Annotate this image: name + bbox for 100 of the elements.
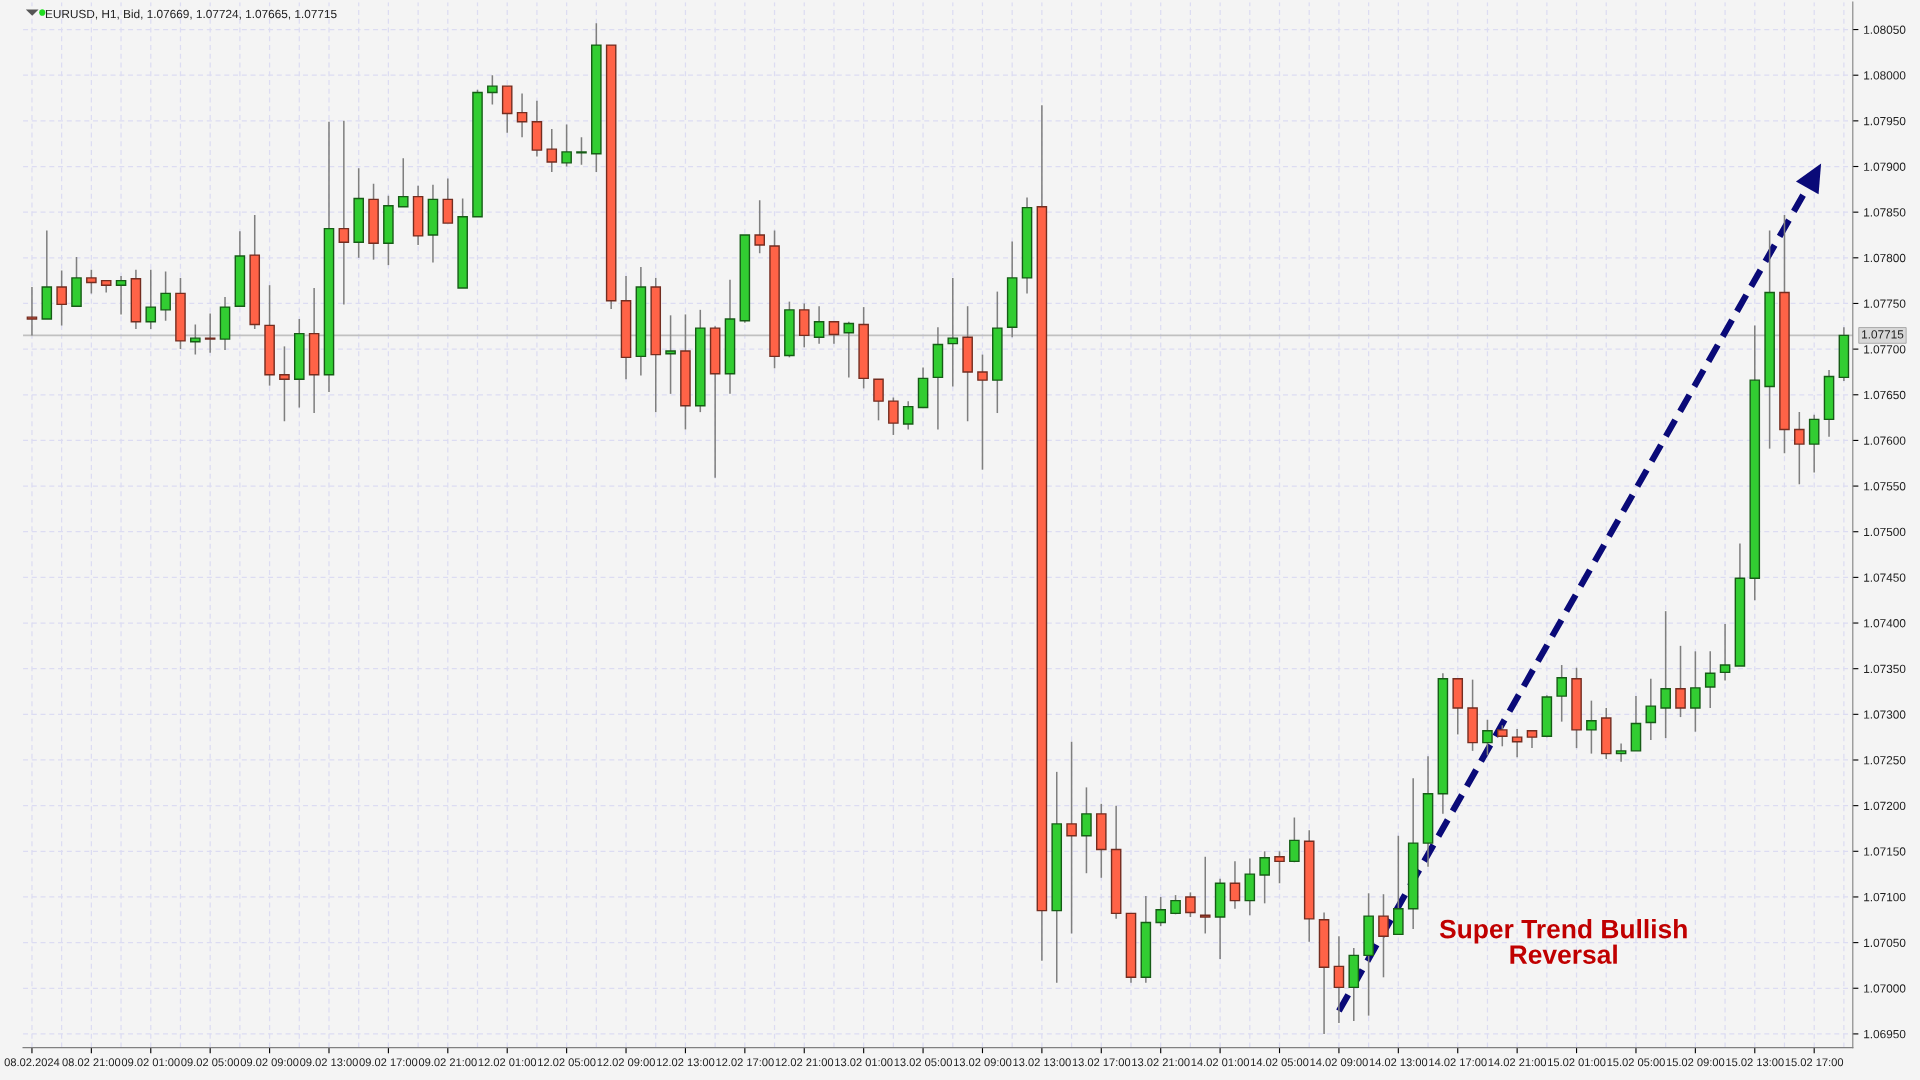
candlestick [86, 268, 97, 295]
y-tick-label: 1.07450 [1864, 573, 1906, 582]
candlestick [977, 353, 988, 471]
x-tick-label: 14.02 17:00 [1429, 1058, 1487, 1067]
candlestick [888, 396, 899, 436]
candlestick [1229, 860, 1241, 910]
x-tick-label: 13.02 01:00 [835, 1058, 893, 1067]
x-tick-label: 15.02 05:00 [1607, 1058, 1665, 1067]
y-tick-label: 1.07400 [1864, 619, 1906, 628]
candlestick [1719, 623, 1731, 682]
candlestick [828, 320, 840, 345]
candlestick [947, 277, 959, 388]
y-tick-label: 1.07500 [1864, 527, 1906, 537]
x-tick-label: 14.02 13:00 [1369, 1058, 1428, 1067]
y-tick-label: 1.06950 [1864, 1029, 1906, 1039]
x-tick-label: 13.02 13:00 [1013, 1058, 1071, 1067]
candlestick [397, 157, 409, 208]
y-tick-label: 1.07000 [1864, 984, 1906, 993]
y-tick-label: 1.07550 [1864, 482, 1906, 491]
candlestick [1378, 893, 1389, 979]
candlestick [160, 270, 171, 322]
y-tick-label: 1.07600 [1864, 436, 1906, 445]
candlestick [487, 74, 498, 106]
candlestick [1794, 411, 1805, 486]
x-tick-label: 08.02 21:00 [62, 1058, 121, 1067]
candlestick [561, 123, 572, 168]
candlestick [813, 305, 825, 345]
x-tick-label: 09.02 09:00 [240, 1058, 299, 1067]
candlestick [665, 314, 676, 395]
y-tick-label: 1.07900 [1864, 162, 1906, 171]
candlestick [26, 286, 38, 337]
text: EURUSD, H1, Bid, 1.07669, 1.07724, 1.07665, 1.07715 [45, 9, 337, 20]
candlestick [56, 269, 67, 327]
candlestick [442, 177, 454, 224]
candlestick [1586, 699, 1597, 755]
x-tick-label: 15.02 01:00 [1548, 1058, 1606, 1067]
x-tick-label: 15.02 17:00 [1785, 1058, 1844, 1067]
candlestick [1066, 740, 1077, 935]
candlestick [843, 320, 855, 379]
y-tick-label: 1.07200 [1864, 801, 1906, 811]
candlestick [1690, 650, 1701, 733]
y-tick-label: 1.07100 [1864, 892, 1906, 902]
x-tick-label: 12.02 13:00 [656, 1058, 715, 1067]
candlestick [1081, 786, 1092, 874]
x-tick-label: 15.02 13:00 [1726, 1058, 1784, 1067]
candlestick [576, 136, 587, 166]
candlestick [1155, 896, 1166, 927]
candlestick [204, 312, 216, 354]
y-tick-label: 1.07250 [1864, 756, 1906, 765]
y-tick-label: 1.07850 [1864, 208, 1906, 217]
x-tick-label: 13.02 09:00 [953, 1058, 1012, 1067]
candlestick [1645, 677, 1657, 741]
candlestick [1199, 856, 1211, 935]
x-tick-label: 09.02 13:00 [300, 1058, 358, 1067]
annotation: Super Trend Bullish Reversal [1439, 919, 1687, 964]
y-tick-label: 1.07050 [1864, 938, 1906, 947]
y-tick-label: 1.07350 [1864, 664, 1906, 674]
candlestick [1259, 850, 1270, 905]
candlestick [1556, 664, 1568, 723]
candlestick [338, 120, 350, 306]
x-tick-label: 12.02 21:00 [775, 1058, 834, 1067]
x-tick-label: 14.02 01:00 [1191, 1058, 1250, 1067]
x-tick-label: 12.02 17:00 [716, 1058, 774, 1067]
candlestick [1660, 610, 1671, 739]
candlestick [754, 199, 765, 255]
y-tick-label: 1.07800 [1864, 253, 1906, 263]
x-tick-label: 14.02 05:00 [1251, 1058, 1309, 1067]
y-tick-label: 1.07300 [1864, 710, 1906, 719]
candlestick [1704, 650, 1716, 709]
x-tick-label: 13.02 05:00 [894, 1058, 952, 1067]
candlestick [1511, 728, 1523, 759]
candlestick [279, 345, 290, 423]
y-tick-label: 1.07700 [1864, 345, 1906, 354]
x-tick-label: 13.02 21:00 [1132, 1058, 1190, 1067]
x-tick-label: 15.02 09:00 [1666, 1058, 1725, 1067]
candlestick [1675, 645, 1686, 718]
candlestick [1496, 724, 1508, 748]
candlestick [546, 128, 558, 173]
y-tick-label: 1.07150 [1864, 847, 1906, 856]
candlestick [873, 378, 884, 422]
y-tick-label: 1.08000 [1864, 71, 1906, 80]
x-tick-label: 09.02 17:00 [359, 1058, 418, 1067]
ref-line-label: 1.07715 [1862, 330, 1904, 339]
candlestick [115, 275, 127, 316]
candlestick [145, 268, 157, 330]
x-tick-label: 12.02 01:00 [478, 1058, 537, 1067]
x-tick-label: 13.02 17:00 [1072, 1058, 1131, 1067]
candlestick [1333, 935, 1345, 1024]
candlestick [190, 323, 201, 356]
x-tick-label: 12.02 05:00 [538, 1058, 596, 1067]
candlestick [1615, 742, 1627, 763]
candlestick [1482, 719, 1493, 757]
x-tick-label: 08.02.2024 [4, 1058, 60, 1067]
candlestick [1274, 850, 1285, 885]
x-tick-label: 09.02 05:00 [181, 1058, 240, 1067]
candlestick [1185, 891, 1196, 918]
x-tick-label: 09.02 01:00 [121, 1058, 180, 1067]
y-tick-label: 1.07650 [1864, 390, 1906, 400]
x-tick-label: 09.02 21:00 [418, 1058, 477, 1067]
y-tick-label: 1.08050 [1864, 25, 1906, 34]
